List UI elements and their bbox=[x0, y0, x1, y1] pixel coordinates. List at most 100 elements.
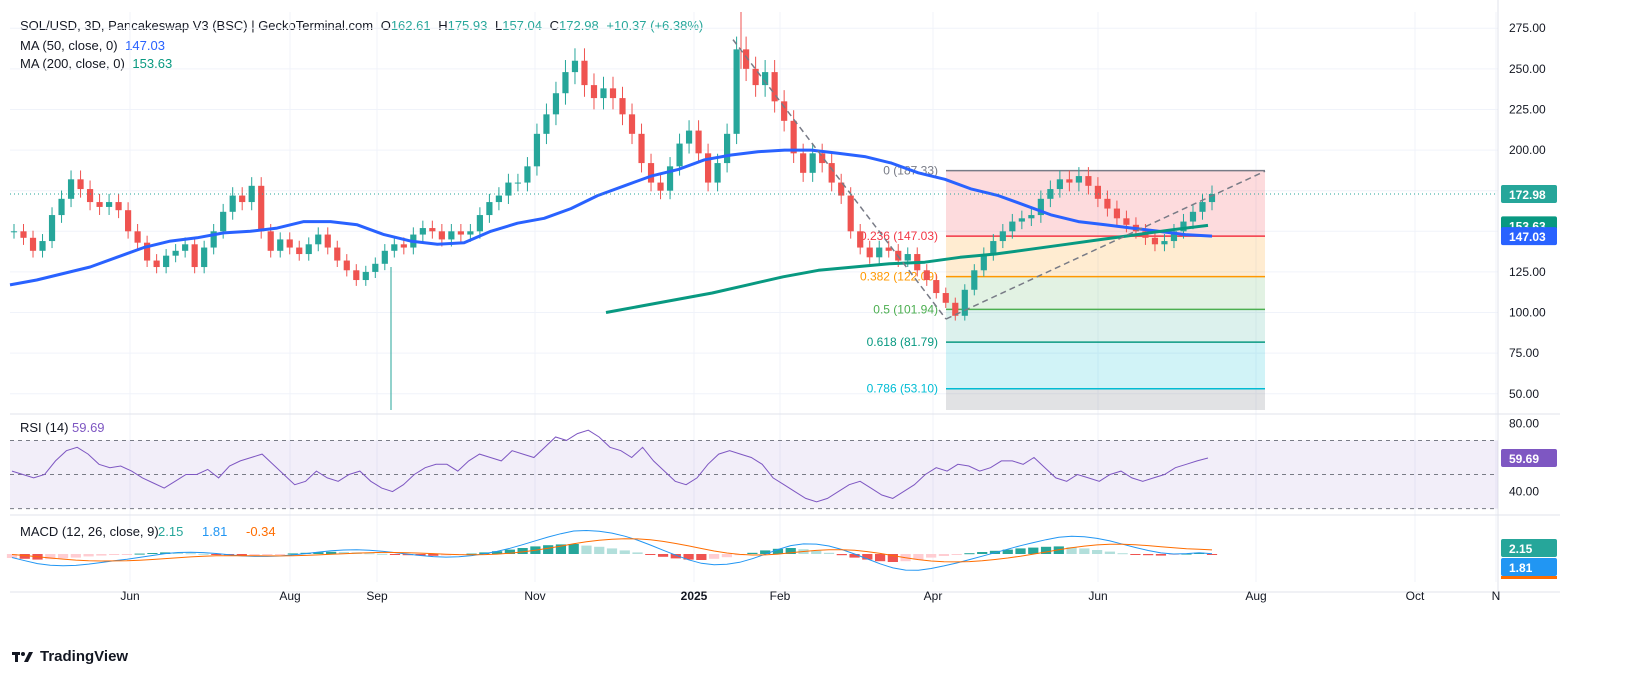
candle-body bbox=[847, 195, 854, 232]
candle-body bbox=[277, 239, 284, 251]
candle-body bbox=[999, 231, 1006, 242]
macd-histogram-bar bbox=[287, 553, 298, 555]
candle-body bbox=[657, 182, 664, 191]
candle-body bbox=[600, 88, 607, 99]
price-badge-label: 172.98 bbox=[1509, 188, 1546, 202]
macd-histogram-bar bbox=[555, 544, 567, 554]
macd-histogram-bar bbox=[670, 554, 681, 559]
low-label: L bbox=[494, 18, 503, 33]
candle-body bbox=[144, 242, 151, 261]
macd-histogram-bar bbox=[823, 552, 835, 554]
ma50-label: MA (50, close, 0) bbox=[20, 38, 118, 53]
high-label: H bbox=[438, 18, 448, 33]
candle-body bbox=[419, 228, 426, 235]
candle-body bbox=[1151, 237, 1159, 245]
candle-body bbox=[866, 247, 873, 258]
macd-histogram-bar bbox=[594, 546, 605, 554]
macd-histogram-bar bbox=[709, 554, 720, 559]
fib-zone bbox=[946, 342, 1265, 389]
macd-histogram-bar bbox=[683, 554, 694, 560]
macd-histogram-bar bbox=[581, 545, 592, 554]
candle-body bbox=[514, 182, 522, 184]
rsi-line bbox=[11, 429, 1209, 503]
candle-body bbox=[115, 202, 122, 211]
macd-histogram-bar bbox=[1206, 554, 1218, 555]
ma200-line bbox=[605, 223, 1209, 314]
macd-histogram-bar bbox=[109, 554, 120, 555]
macd-histogram-bar bbox=[492, 551, 503, 554]
candle-body bbox=[628, 114, 636, 134]
macd-histogram-bar bbox=[326, 551, 337, 554]
candle-body bbox=[724, 133, 731, 164]
macd-histogram-bar bbox=[1194, 552, 1205, 554]
candle-body bbox=[448, 231, 455, 240]
candle-body bbox=[980, 254, 987, 271]
candle-body bbox=[134, 231, 141, 243]
candle-body bbox=[524, 166, 531, 183]
candle-body bbox=[1161, 241, 1168, 245]
macd-histogram-bar bbox=[6, 554, 18, 558]
signal-badge bbox=[1501, 576, 1557, 579]
macd-value: -0.34 bbox=[246, 524, 276, 539]
candle-body bbox=[201, 247, 208, 268]
macd-histogram-bar bbox=[772, 548, 784, 554]
candle-body bbox=[1037, 198, 1044, 216]
macd-histogram-bar bbox=[70, 554, 81, 558]
candle-body bbox=[838, 182, 845, 196]
macd-histogram-bar bbox=[262, 554, 273, 555]
candle-body bbox=[239, 195, 246, 203]
price-axis-tick: 250.00 bbox=[1509, 62, 1546, 76]
ma50-line bbox=[9, 148, 1213, 287]
macd-histogram-bar bbox=[887, 554, 898, 562]
macd-histogram-bar bbox=[977, 552, 988, 554]
time-axis-tick: N bbox=[1492, 589, 1501, 603]
candle-body bbox=[391, 244, 398, 251]
candle-body bbox=[952, 302, 959, 316]
candle-body bbox=[819, 153, 826, 164]
macd-histogram-bar bbox=[57, 554, 69, 559]
price-axis-tick: 50.00 bbox=[1509, 387, 1539, 401]
macd-histogram-bar bbox=[249, 554, 260, 556]
candle-body bbox=[105, 202, 113, 207]
candle-body bbox=[353, 270, 360, 281]
macd-badge bbox=[1501, 539, 1557, 557]
macd-histogram-bar bbox=[1079, 548, 1090, 554]
candle-body bbox=[1028, 215, 1035, 219]
candle-body bbox=[1180, 221, 1187, 232]
macd-line bbox=[11, 529, 1213, 571]
fib-zone bbox=[946, 309, 1265, 343]
macd-histogram-bar bbox=[760, 550, 771, 554]
candle-body bbox=[743, 49, 750, 69]
candle-body bbox=[67, 179, 75, 199]
macd-histogram-bar bbox=[236, 554, 247, 556]
price-axis-tick: 200.00 bbox=[1509, 143, 1546, 157]
macd-histogram-bar bbox=[198, 553, 209, 555]
ma200-value: 153.63 bbox=[132, 56, 173, 71]
chart-legend-title: SOL/USD, 3D, Pancakeswap V3 (BSC) | Geck… bbox=[20, 18, 707, 33]
candle-body bbox=[296, 247, 303, 255]
macd-histogram-bar bbox=[211, 554, 222, 555]
candle-body bbox=[685, 130, 693, 144]
candle-body bbox=[942, 293, 949, 303]
candle-body bbox=[372, 263, 379, 272]
candle-body bbox=[48, 215, 56, 242]
macd-histogram-bar bbox=[747, 552, 758, 554]
candle-body bbox=[343, 260, 350, 271]
macd-histogram-bar bbox=[1002, 549, 1013, 554]
candle-body bbox=[1123, 218, 1130, 225]
candle-body bbox=[77, 179, 84, 190]
candle-body bbox=[324, 234, 331, 248]
tradingview-logo[interactable]: TradingView bbox=[12, 648, 128, 665]
candle-body bbox=[457, 231, 464, 235]
time-axis-tick: Feb bbox=[770, 589, 791, 603]
macd-histogram-bar bbox=[1143, 554, 1154, 556]
candle-body bbox=[704, 153, 712, 183]
candle-body bbox=[1085, 176, 1092, 186]
candle-body bbox=[1189, 211, 1197, 222]
candle-body bbox=[86, 189, 94, 203]
candle-body bbox=[543, 114, 550, 134]
candle-body bbox=[1018, 218, 1025, 222]
macd-histogram-bar bbox=[849, 554, 860, 558]
candle-body bbox=[10, 231, 18, 233]
